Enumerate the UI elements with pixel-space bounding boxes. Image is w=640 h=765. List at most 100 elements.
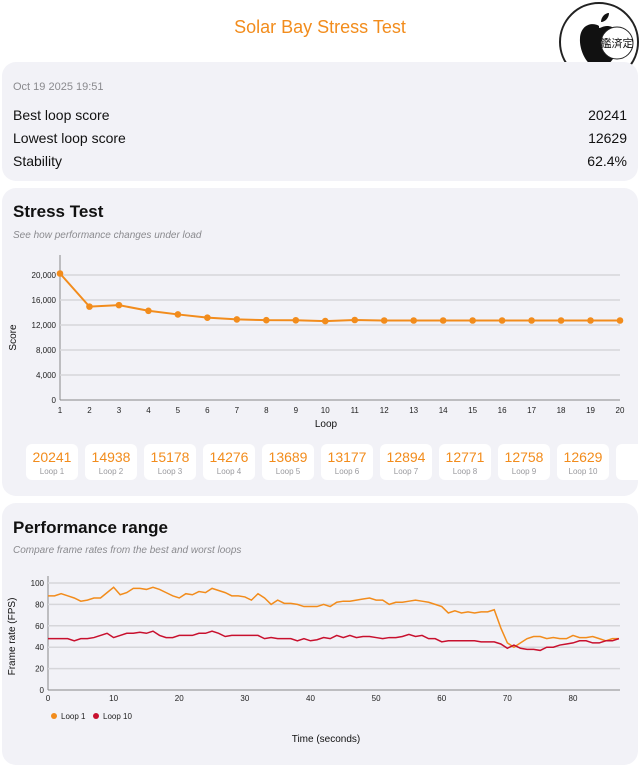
- loop-score-list[interactable]: 20241 Loop 1 14938 Loop 2 15178 Loop 3 14276 Lo…: [26, 444, 638, 480]
- x-tick-label: 3: [117, 406, 122, 415]
- fps-chart: 0 20 40 60 80 100 0 10 20 30 40 50 60 70 80 Time (secon…: [7, 576, 620, 745]
- x-tick-label: 15: [468, 406, 477, 415]
- y-tick-label: 20,000: [32, 271, 57, 280]
- loop-score-value: 14938: [91, 449, 131, 465]
- x-tick-label: 50: [372, 694, 381, 703]
- score-point: [321, 317, 329, 325]
- y-tick-label: 12,000: [32, 321, 57, 330]
- score-point: [587, 317, 594, 324]
- score-point: [145, 307, 152, 315]
- loop-score-card[interactable]: 13177 Loop 6: [321, 444, 373, 480]
- x-tick-label: 17: [527, 406, 536, 415]
- loop-score-label: Loop 10: [568, 467, 598, 476]
- loop-score-label: Loop 6: [334, 467, 360, 476]
- loop-score-value: 14276: [209, 449, 249, 465]
- loop-score-value: 13177: [327, 449, 367, 465]
- y-tick-label: 16,000: [32, 296, 57, 305]
- loop-score-value: 13689: [268, 449, 308, 465]
- lowest-loop-label: Lowest loop score: [13, 130, 126, 146]
- x-tick-label: 7: [235, 406, 240, 415]
- y-tick-label: 60: [35, 622, 44, 631]
- y-tick-label: 0: [40, 686, 45, 695]
- x-tick-label: 60: [437, 694, 446, 703]
- x-tick-label: 11: [351, 406, 360, 415]
- x-tick-label: 10: [321, 406, 330, 415]
- y-axis-label: Score: [8, 324, 19, 351]
- lowest-loop-value: 12629: [588, 130, 627, 146]
- score-point: [86, 303, 93, 310]
- y-tick-label: 80: [35, 600, 44, 609]
- score-point: [204, 314, 211, 321]
- score-point: [410, 317, 417, 324]
- loop-score-card[interactable]: 13689 Loop 5: [262, 444, 314, 480]
- performance-range-subtitle: Compare frame rates from the best and wo…: [13, 545, 242, 556]
- stress-test-subtitle: See how performance changes under load: [13, 230, 202, 241]
- score-point: [616, 317, 624, 324]
- x-tick-label: 30: [240, 694, 249, 703]
- x-axis-label: Time (seconds): [292, 734, 361, 745]
- score-point: [528, 317, 535, 324]
- loop-score-card[interactable]: 14276 Loop 4: [203, 444, 255, 480]
- loop-score-value: 20241: [32, 449, 72, 465]
- x-tick-label: 14: [439, 406, 448, 415]
- loop-score-card[interactable]: 14938 Loop 2: [85, 444, 137, 480]
- stability-label: Stability: [13, 153, 63, 169]
- x-tick-label: 0: [46, 694, 51, 703]
- loop-score-label: Loop 9: [511, 467, 537, 476]
- x-tick-label: 5: [176, 406, 181, 415]
- svg-text:鑑済定: 鑑済定: [601, 36, 634, 50]
- loop-score-value: 1: [616, 449, 638, 465]
- fps-line-loop-10: [48, 630, 620, 652]
- stability-value: 62.4%: [587, 153, 627, 169]
- score-point: [263, 316, 270, 324]
- x-tick-label: 12: [380, 406, 389, 415]
- x-tick-label: 1: [58, 406, 63, 415]
- loop-score-card[interactable]: 1: [616, 444, 638, 480]
- loop-score-value: 15178: [150, 449, 190, 465]
- score-point: [56, 270, 64, 277]
- y-tick-label: 4,000: [36, 371, 57, 380]
- loop-score-card[interactable]: 15178 Loop 3: [144, 444, 196, 480]
- y-tick-label: 8,000: [36, 346, 57, 355]
- x-axis-label: Loop: [315, 419, 338, 430]
- x-tick-label: 70: [503, 694, 512, 703]
- summary-card: Oct 19 2025 19:51 Best loop score 20241 L…: [2, 62, 638, 181]
- loop-score-card[interactable]: 12771 Loop 8: [439, 444, 491, 480]
- loop-score-label: Loop 3: [157, 467, 183, 476]
- x-tick-label: 19: [586, 406, 595, 415]
- stress-test-title: Stress Test: [13, 202, 104, 221]
- score-point: [439, 317, 447, 324]
- loop-score-label: Loop 2: [98, 467, 124, 476]
- loop-score-card[interactable]: 20241 Loop 1: [26, 444, 78, 480]
- x-tick-label: 13: [409, 406, 418, 415]
- x-tick-label: 4: [146, 406, 151, 415]
- best-loop-row: Best loop score 20241: [13, 107, 627, 123]
- loop-score-card[interactable]: 12894 Loop 7: [380, 444, 432, 480]
- score-point: [351, 316, 359, 324]
- loop-score-card[interactable]: 12629 Loop 10: [557, 444, 609, 480]
- x-tick-label: 18: [557, 406, 566, 415]
- loop-score-label: Loop 5: [275, 467, 301, 476]
- score-point: [174, 311, 182, 318]
- y-tick-label: 100: [31, 579, 45, 588]
- x-tick-label: 9: [294, 406, 299, 415]
- y-axis-label: Frame rate (FPS): [7, 598, 18, 676]
- y-tick-label: 20: [35, 665, 44, 674]
- score-point: [292, 316, 300, 324]
- x-tick-label: 10: [109, 694, 118, 703]
- score-point: [498, 317, 506, 324]
- apple-logo-icon: 鑑済定: [579, 13, 634, 65]
- x-tick-label: 16: [498, 406, 507, 415]
- legend-label: Loop 1: [61, 712, 86, 721]
- loop-score-value: 12894: [386, 449, 426, 465]
- x-tick-label: 20: [616, 406, 625, 415]
- loop-score-card[interactable]: 12758 Loop 9: [498, 444, 550, 480]
- stability-row: Stability 62.4%: [13, 153, 627, 169]
- performance-range-title: Performance range: [13, 518, 168, 537]
- loop-score-value: 12629: [563, 449, 603, 465]
- lowest-loop-row: Lowest loop score 12629: [13, 130, 627, 146]
- loop-score-label: Loop 4: [216, 467, 242, 476]
- y-tick-label: 0: [52, 396, 57, 405]
- x-tick-label: 20: [175, 694, 184, 703]
- legend-label: Loop 10: [103, 712, 132, 721]
